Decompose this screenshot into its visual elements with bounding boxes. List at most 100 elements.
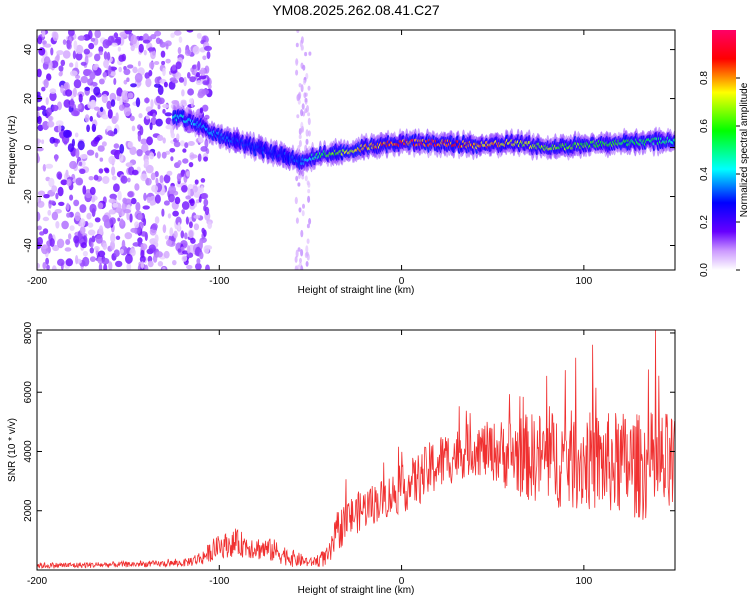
spectrogram-cell xyxy=(119,98,123,107)
spectrogram-cell xyxy=(87,229,96,236)
spectrogram-cell xyxy=(195,80,203,86)
spectrogram-cell xyxy=(51,185,58,193)
spectrogram-cell xyxy=(127,64,134,69)
spectrogram-cell xyxy=(45,97,49,106)
spectrogram-cell xyxy=(165,124,173,130)
spectrogram-cell xyxy=(91,123,97,133)
spectrogram-cell xyxy=(94,246,100,251)
spectrogram-cell xyxy=(89,247,95,254)
spectrogram-cell xyxy=(161,60,166,66)
spectrogram-cell xyxy=(41,86,46,92)
spectrogram-cell xyxy=(62,50,71,59)
spectrogram-cell xyxy=(172,79,179,84)
spectrogram-cell xyxy=(89,256,96,262)
spectrogram-cell xyxy=(165,43,169,50)
spectrogram-cell xyxy=(90,85,94,92)
spectrogram-cell xyxy=(201,192,209,200)
spectrogram-cell xyxy=(54,154,58,162)
spectrogram-cell xyxy=(37,142,40,148)
spectrogram-cell xyxy=(137,213,143,221)
spectrogram-cell xyxy=(168,185,177,195)
colorbar-tick-label: 0.4 xyxy=(699,167,710,181)
spectrogram-cell xyxy=(37,106,42,111)
spectrogram-heatmap xyxy=(37,30,675,270)
spectrogram-cell xyxy=(207,84,212,90)
spectrogram-cell xyxy=(150,99,154,109)
spectrogram-cell xyxy=(140,261,145,269)
spectrogram-cell xyxy=(306,223,310,229)
spectrogram-cell xyxy=(295,42,299,48)
spectrogram-cell xyxy=(102,176,110,184)
spectrogram-cell xyxy=(202,55,207,61)
spectrogram-cell xyxy=(89,203,97,214)
spectrogram-cell xyxy=(43,194,50,199)
spectrogram-cell xyxy=(56,238,65,249)
spectrogram-cell xyxy=(108,261,113,270)
spectrogram-cell xyxy=(79,226,86,235)
spectrogram-cell xyxy=(61,220,69,230)
spectrogram-cell xyxy=(124,30,133,35)
spectrogram-cell xyxy=(141,143,149,153)
spectrogram-cell xyxy=(134,72,143,83)
spectrogram-cell xyxy=(58,65,64,72)
spectrogram-cell xyxy=(98,51,103,56)
spectrogram-cell xyxy=(307,182,311,188)
spectrogram-cell xyxy=(42,262,47,270)
spectrogram-cell xyxy=(295,175,299,182)
spectrogram-cell xyxy=(162,67,166,77)
spectrogram-cell xyxy=(117,217,121,222)
spectrogram-cell xyxy=(189,98,194,104)
spectrogram-cell xyxy=(172,210,179,217)
spectrogram-cell xyxy=(301,210,305,217)
spectrogram-cell xyxy=(300,265,304,270)
spectrogram-cell xyxy=(113,249,120,257)
spectrogram-cell xyxy=(155,177,159,185)
spectrogram-cell xyxy=(37,262,40,269)
spectrogram-cell xyxy=(294,196,298,205)
spectrogram-cell xyxy=(204,45,212,52)
snr-y-tick-label: 6000 xyxy=(23,381,34,404)
colorbar: 0.0 0.2 0.4 0.6 0.8 Normalized spectral ampl… xyxy=(699,30,750,277)
spectrogram-cell xyxy=(119,31,128,37)
spectrogram-cell xyxy=(298,83,302,88)
spectrogram-x-tick-label: 100 xyxy=(576,276,593,287)
spectrogram-cell xyxy=(42,164,47,172)
spectrogram-cell xyxy=(103,59,109,69)
spectrogram-cell xyxy=(137,237,143,244)
spectrogram-cell xyxy=(41,139,45,144)
spectrogram-cell xyxy=(193,214,201,219)
spectrogram-cell xyxy=(77,140,85,151)
spectrogram-cell xyxy=(300,36,304,44)
spectrogram-cell xyxy=(308,51,312,56)
spectrogram-cell xyxy=(186,171,190,177)
spectrogram-cell xyxy=(157,104,161,110)
spectrogram-cell xyxy=(205,264,210,270)
spectrogram-cell xyxy=(185,216,189,225)
spectrogram-cell xyxy=(126,77,130,82)
spectrogram-cell xyxy=(184,142,189,149)
spectrogram-cell xyxy=(181,201,190,210)
spectrogram-cell xyxy=(60,179,68,186)
spectrogram-cell xyxy=(144,97,150,104)
snr-frame xyxy=(36,329,676,571)
spectrogram-cell xyxy=(92,64,98,71)
spectrogram-cell xyxy=(140,138,148,145)
spectrogram-cell xyxy=(204,138,209,149)
spectrogram-cell xyxy=(98,225,104,236)
spectrogram-cell xyxy=(113,78,117,85)
spectrogram-cell xyxy=(163,200,170,206)
spectrogram-cell xyxy=(295,249,299,258)
spectrogram-cell xyxy=(186,245,191,254)
spectrogram-cell xyxy=(90,241,94,248)
spectrogram-cell xyxy=(37,147,44,152)
spectrogram-cell xyxy=(203,245,210,254)
spectrogram-y-label: Frequency (Hz) xyxy=(7,116,18,185)
spectrogram-cell xyxy=(186,252,194,258)
spectrogram-cell xyxy=(123,79,128,85)
snr-x-tick-label: 100 xyxy=(576,576,593,587)
spectrogram-cell xyxy=(162,266,166,270)
spectrogram-cell xyxy=(173,230,178,239)
spectrogram-cell xyxy=(95,152,99,159)
spectrogram-cell xyxy=(47,115,54,122)
